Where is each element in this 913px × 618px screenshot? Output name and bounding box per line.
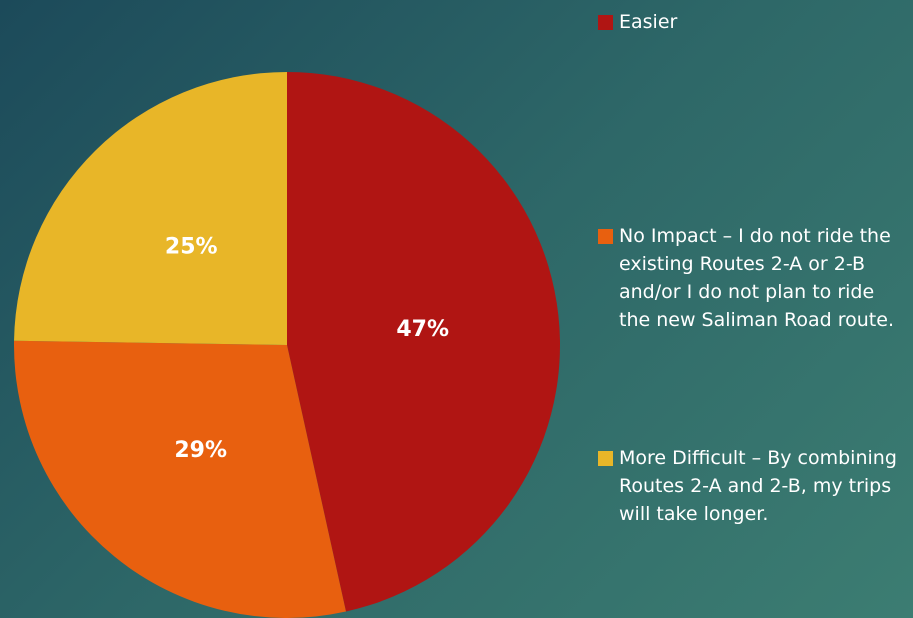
legend-item: No Impact – I do not ride the existing R… [598, 222, 908, 334]
legend-label: No Impact – I do not ride the existing R… [619, 225, 894, 331]
legend-swatch [598, 15, 613, 30]
pie-slice [287, 72, 560, 612]
legend-item: Easier [598, 8, 908, 36]
legend-swatch [598, 229, 613, 244]
data-label: 47% [396, 317, 449, 342]
data-label: 25% [165, 235, 218, 260]
legend-item: More Difficult – By combining Routes 2-A… [598, 444, 908, 528]
data-label: 29% [174, 438, 227, 463]
legend-label: Easier [619, 11, 678, 33]
legend-label: More Difficult – By combining Routes 2-A… [619, 447, 897, 525]
pie-slice [14, 72, 287, 345]
legend-swatch [598, 451, 613, 466]
pie-slice [14, 340, 346, 618]
